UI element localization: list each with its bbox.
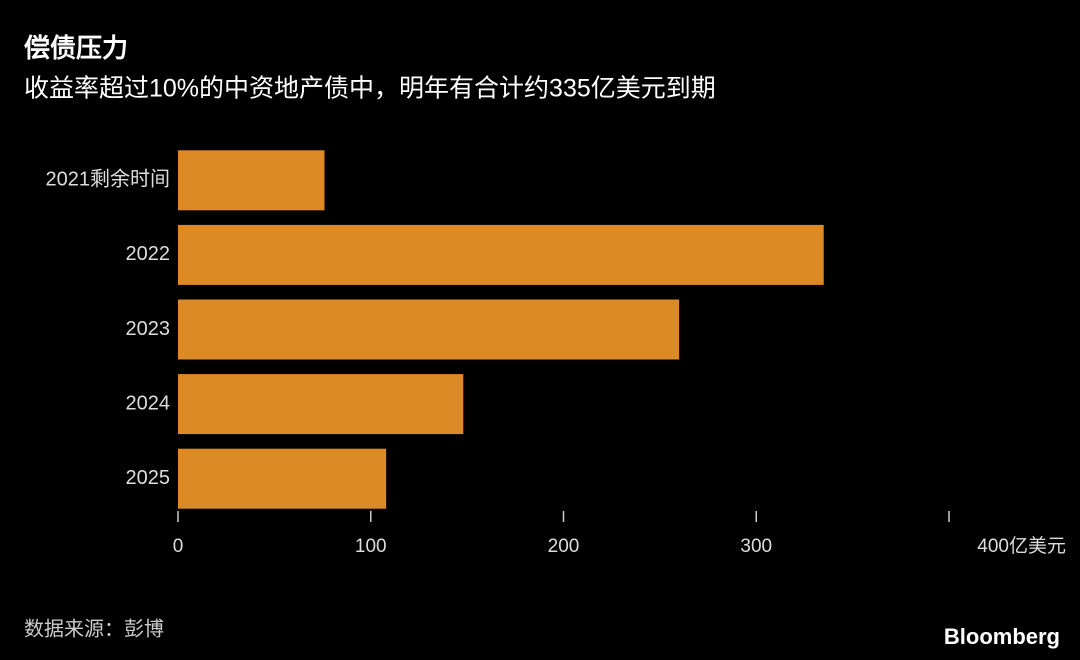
x-tick-label: 300 (740, 536, 772, 557)
y-tick-label: 2025 (126, 467, 171, 489)
x-tick-label: 400亿美元 (977, 535, 1066, 557)
bar (178, 448, 387, 509)
y-tick-label: 2024 (126, 392, 171, 414)
x-tick-label: 0 (173, 536, 184, 557)
bar (178, 224, 824, 285)
chart-subtitle: 收益率超过10%的中资地产债中，明年有合计约335亿美元到期 (24, 75, 716, 103)
y-tick-label: 2022 (126, 243, 171, 265)
chart-title: 偿债压力 (24, 33, 128, 63)
source: 数据来源：彭博 (24, 617, 164, 640)
bar (178, 299, 680, 360)
y-tick-label: 2023 (126, 318, 171, 340)
bar (178, 150, 325, 211)
x-tick-label: 200 (548, 536, 580, 557)
y-tick-label: 2021剩余时间 (46, 168, 171, 191)
bar (178, 374, 464, 435)
logo: Bloomberg (944, 624, 1060, 649)
x-tick-label: 100 (355, 536, 387, 557)
